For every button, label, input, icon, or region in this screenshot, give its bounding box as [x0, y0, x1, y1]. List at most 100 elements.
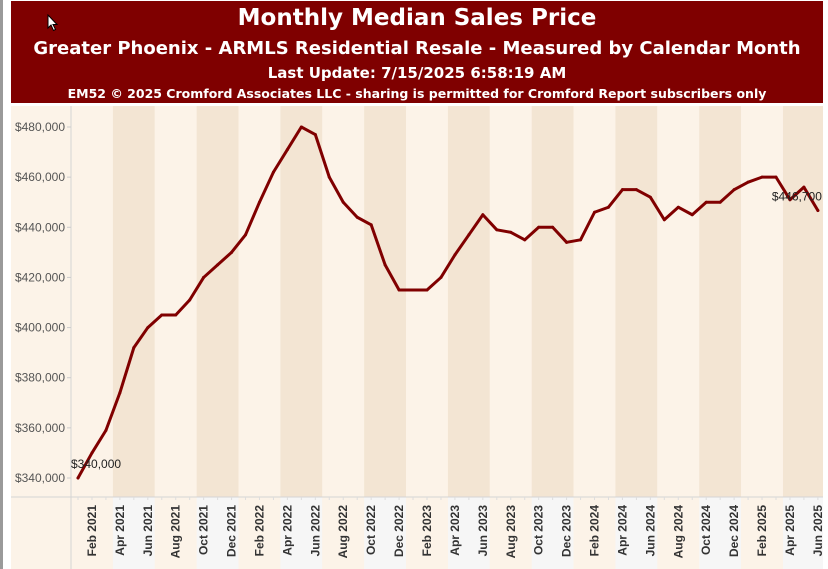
data-point[interactable] — [453, 253, 457, 257]
data-point[interactable] — [341, 200, 345, 204]
data-point[interactable] — [620, 188, 624, 192]
data-point[interactable] — [523, 238, 527, 242]
x-tick-label: Feb 2021 — [85, 505, 99, 557]
data-point[interactable] — [397, 288, 401, 292]
axis-band — [238, 497, 281, 569]
data-label: $446,700 — [772, 189, 822, 203]
data-point[interactable] — [774, 175, 778, 179]
data-point[interactable] — [593, 210, 597, 214]
data-point[interactable] — [230, 250, 234, 254]
y-axis-ticks: $340,000 $360,000 $380,000 $400,000 $420,000… — [15, 120, 71, 485]
data-point[interactable] — [132, 346, 136, 350]
x-axis-ticks: Feb 2021 Apr 2021 Jun 2021 Aug 2021 Oct 2021… — [77, 497, 825, 559]
copyright-notice: EM52 © 2025 Cromford Associates LLC - sh… — [67, 86, 767, 101]
data-point[interactable] — [355, 215, 359, 219]
y-tick-label: $440,000 — [15, 220, 65, 234]
quarter-band — [196, 106, 239, 497]
data-point[interactable] — [313, 133, 317, 137]
axis-band — [196, 497, 239, 569]
data-point[interactable] — [411, 288, 415, 292]
y-tick-label: $400,000 — [15, 321, 65, 335]
data-point[interactable] — [271, 170, 275, 174]
quarter-band — [238, 106, 281, 497]
quarter-band — [657, 106, 700, 497]
x-tick-label: Dec 2022 — [392, 505, 406, 557]
x-tick-label: Oct 2023 — [532, 505, 546, 555]
data-point[interactable] — [634, 188, 638, 192]
y-tick-label: $340,000 — [15, 471, 65, 485]
x-tick-label: Apr 2023 — [448, 505, 462, 556]
data-point[interactable] — [802, 185, 806, 189]
x-tick-label: Apr 2025 — [783, 505, 797, 556]
quarter-band — [615, 106, 658, 497]
data-point[interactable] — [760, 175, 764, 179]
data-point[interactable] — [425, 288, 429, 292]
data-point[interactable] — [216, 263, 220, 267]
x-tick-label: Aug 2022 — [336, 505, 350, 559]
data-point[interactable] — [383, 263, 387, 267]
data-point[interactable] — [369, 223, 373, 227]
data-point[interactable] — [676, 205, 680, 209]
data-point[interactable] — [90, 451, 94, 455]
x-tick-label: Apr 2022 — [280, 505, 294, 556]
data-point[interactable] — [551, 225, 555, 229]
quarter-band — [71, 106, 113, 497]
axis-band — [657, 497, 700, 569]
axis-band — [531, 497, 574, 569]
data-point[interactable] — [495, 228, 499, 232]
data-point[interactable] — [188, 298, 192, 302]
data-point[interactable] — [732, 188, 736, 192]
axis-band — [364, 497, 407, 569]
data-point[interactable] — [76, 476, 80, 480]
data-point[interactable] — [718, 200, 722, 204]
axis-band — [71, 497, 113, 569]
data-point[interactable] — [662, 218, 666, 222]
axis-band — [782, 497, 823, 569]
data-point[interactable] — [118, 391, 122, 395]
x-tick-label: Jun 2025 — [811, 505, 825, 557]
data-point[interactable] — [788, 198, 792, 202]
data-point[interactable] — [579, 238, 583, 242]
data-point[interactable] — [244, 233, 248, 237]
quarter-band — [573, 106, 616, 497]
x-tick-label: Feb 2025 — [755, 505, 769, 557]
data-point[interactable] — [537, 225, 541, 229]
axis-band — [112, 497, 155, 569]
x-tick-label: Dec 2024 — [727, 505, 741, 557]
data-point[interactable] — [648, 195, 652, 199]
data-point[interactable] — [146, 326, 150, 330]
quarter-band — [406, 106, 448, 497]
data-point[interactable] — [174, 313, 178, 317]
data-point[interactable] — [509, 230, 513, 234]
data-labels: $340,000 $446,700 — [71, 189, 822, 471]
data-point[interactable] — [327, 175, 331, 179]
data-point[interactable] — [285, 148, 289, 152]
quarter-band — [280, 106, 323, 497]
x-tick-label: Feb 2023 — [420, 505, 434, 557]
axis-band — [447, 497, 490, 569]
data-point[interactable] — [439, 275, 443, 279]
data-point[interactable] — [257, 200, 261, 204]
x-tick-label: Oct 2022 — [364, 505, 378, 555]
data-point[interactable] — [746, 180, 750, 184]
data-point[interactable] — [299, 125, 303, 129]
data-point[interactable] — [690, 213, 694, 217]
x-tick-label: Jun 2021 — [141, 505, 155, 557]
x-tick-label: Apr 2021 — [113, 505, 127, 556]
data-point[interactable] — [606, 205, 610, 209]
x-tick-label: Aug 2023 — [504, 505, 518, 559]
data-point[interactable] — [565, 240, 569, 244]
axis-band — [699, 497, 742, 569]
data-point[interactable] — [202, 275, 206, 279]
data-point[interactable] — [816, 208, 820, 212]
axes — [11, 106, 823, 569]
last-update: Last Update: 7/15/2025 6:58:19 AM — [267, 64, 567, 82]
data-point[interactable] — [104, 428, 108, 432]
data-point[interactable] — [704, 200, 708, 204]
data-point[interactable] — [467, 233, 471, 237]
data-point[interactable] — [481, 213, 485, 217]
data-point[interactable] — [160, 313, 164, 317]
x-tick-label: Jun 2024 — [643, 505, 657, 557]
chart-subtitle: Greater Phoenix - ARMLS Residential Resa… — [33, 38, 801, 59]
